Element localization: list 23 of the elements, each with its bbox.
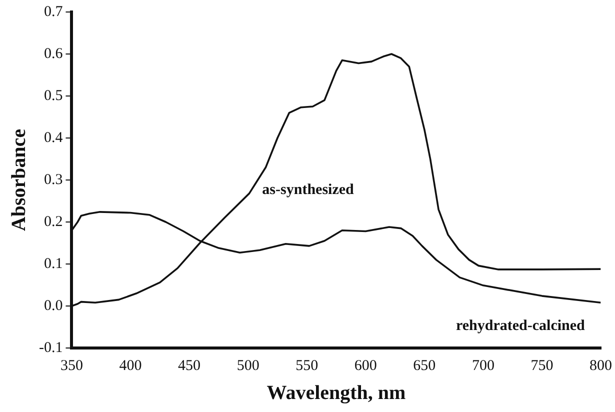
y-tick-label: 0.7	[44, 4, 64, 20]
x-tick-label: 700	[472, 358, 494, 374]
y-tick-label: 0.5	[44, 88, 63, 104]
x-tick-label: 550	[296, 358, 318, 374]
y-tick-label: -0.1	[38, 340, 63, 356]
y-tick-label: 0.1	[44, 256, 63, 272]
x-tick-label: 600	[354, 358, 377, 374]
x-tick-label: 800	[590, 358, 612, 374]
y-tick-label: 0.3	[44, 172, 63, 188]
x-tick-label: 650	[413, 358, 436, 374]
x-tick-label: 450	[178, 358, 201, 374]
series-label: as-synthesized	[262, 182, 355, 198]
x-axis-title: Wavelength, nm	[266, 382, 406, 404]
x-tick-label: 500	[236, 358, 260, 374]
y-tick-label: 0.2	[44, 214, 63, 230]
y-tick-label: 0.4	[44, 130, 64, 146]
y-axis-title: Absorbance	[8, 128, 30, 232]
x-tick-label: 400	[119, 358, 142, 374]
series-label: rehydrated-calcined	[456, 318, 586, 334]
y-tick-label: 0.6	[44, 46, 64, 62]
x-tick-label: 750	[530, 358, 554, 374]
x-tick-label: 350	[60, 358, 83, 374]
y-tick-label: 0.0	[44, 298, 63, 314]
